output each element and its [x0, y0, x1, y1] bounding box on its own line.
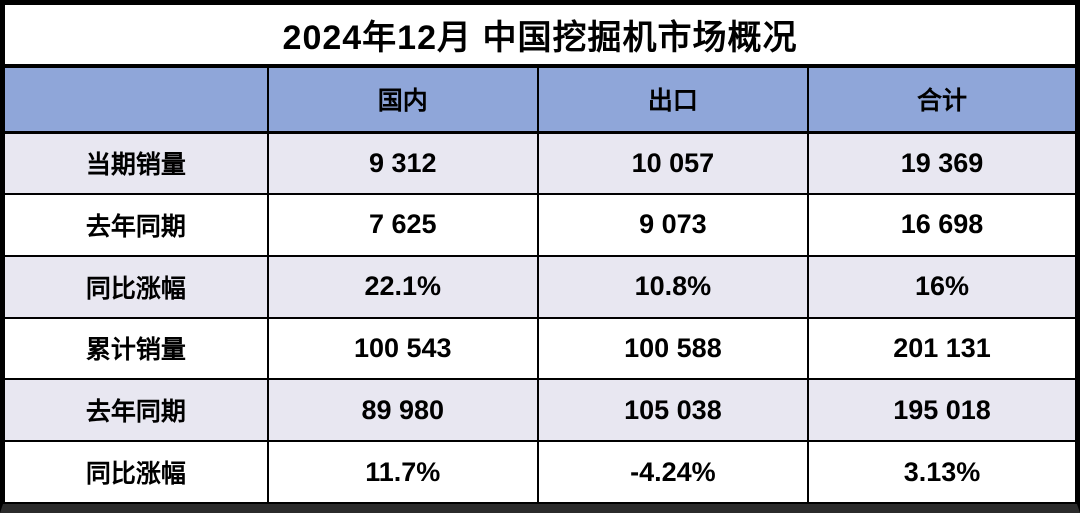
- data-cell: 9 312: [266, 131, 539, 195]
- data-cell: 195 018: [806, 378, 1077, 443]
- row-label: 去年同期: [3, 192, 269, 257]
- table-title: 2024年12月 中国挖掘机市场概况: [3, 3, 1077, 68]
- data-cell: 7 625: [266, 192, 539, 257]
- column-header: 国内: [266, 64, 539, 134]
- row-label: 同比涨幅: [3, 440, 269, 504]
- column-header: 出口: [536, 64, 809, 134]
- row-label: 去年同期: [3, 378, 269, 443]
- table-row: 同比涨幅 22.1% 10.8% 16%: [3, 254, 1077, 319]
- data-cell: 9 073: [536, 192, 809, 257]
- table-row: 累计销量 100 543 100 588 201 131: [3, 316, 1077, 381]
- data-cell: 10 057: [536, 131, 809, 195]
- table-row: 去年同期 89 980 105 038 195 018: [3, 378, 1077, 443]
- table-row: 当期销量 9 312 10 057 19 369: [3, 131, 1077, 195]
- data-cell: 16%: [806, 254, 1077, 319]
- row-label: 累计销量: [3, 316, 269, 381]
- table-header-row: 国内 出口 合计: [3, 64, 1077, 134]
- table-row: 同比涨幅 11.7% -4.24% 3.13%: [3, 440, 1077, 504]
- row-label: 同比涨幅: [3, 254, 269, 319]
- data-cell: 3.13%: [806, 440, 1077, 504]
- market-table: 2024年12月 中国挖掘机市场概况 国内 出口 合计 当期销量 9 312 10 057…: [3, 3, 1077, 504]
- column-header: 合计: [806, 64, 1077, 134]
- data-cell: 11.7%: [266, 440, 539, 504]
- data-cell: 16 698: [806, 192, 1077, 257]
- data-cell: 201 131: [806, 316, 1077, 381]
- table-row: 去年同期 7 625 9 073 16 698: [3, 192, 1077, 257]
- data-cell: 100 588: [536, 316, 809, 381]
- data-cell: 105 038: [536, 378, 809, 443]
- market-table-body: 2024年12月 中国挖掘机市场概况 国内 出口 合计 当期销量 9 312 10 057…: [3, 3, 1077, 504]
- data-cell: 10.8%: [536, 254, 809, 319]
- data-cell: -4.24%: [536, 440, 809, 504]
- data-cell: 100 543: [266, 316, 539, 381]
- corner-header-cell: [3, 64, 269, 134]
- row-label: 当期销量: [3, 131, 269, 195]
- data-cell: 22.1%: [266, 254, 539, 319]
- table-title-row: 2024年12月 中国挖掘机市场概况: [3, 3, 1077, 68]
- data-cell: 89 980: [266, 378, 539, 443]
- data-cell: 19 369: [806, 131, 1077, 195]
